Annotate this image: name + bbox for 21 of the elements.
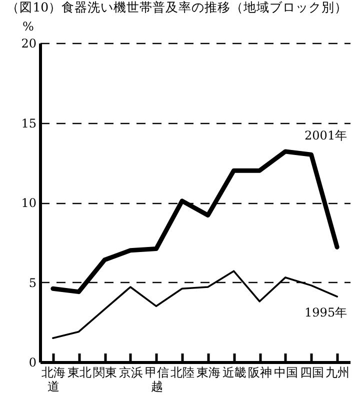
x-tick-label: 阪神	[248, 366, 272, 380]
x-tick-label: 九州	[326, 366, 350, 380]
y-tick-label: 20	[21, 36, 36, 50]
x-tick-label: 関東	[93, 366, 118, 380]
x-tick-label: 四国	[300, 366, 324, 380]
series-label: 2001年	[304, 128, 348, 142]
y-tick-label: 0	[28, 356, 36, 370]
y-axis-title: %	[22, 20, 34, 34]
series-label: 1995年	[304, 306, 348, 320]
x-tick-label: 東海	[196, 366, 220, 380]
x-tick-label: 北陸	[170, 366, 195, 380]
x-tick-label: 北海道	[41, 366, 66, 394]
x-tick-label: 東北	[67, 366, 92, 380]
y-tick-label: 10	[21, 196, 36, 210]
x-tick-label: 近畿	[222, 366, 246, 380]
x-tick-label: 中国	[274, 366, 298, 380]
y-tick-label: 15	[21, 116, 36, 130]
chart-title: （図10）食器洗い機世帯普及率の推移（地域ブロック別）	[6, 0, 348, 14]
x-tick-label: 甲信越	[144, 366, 169, 394]
x-tick-label: 京浜	[118, 366, 143, 380]
y-tick-label: 5	[28, 276, 36, 290]
